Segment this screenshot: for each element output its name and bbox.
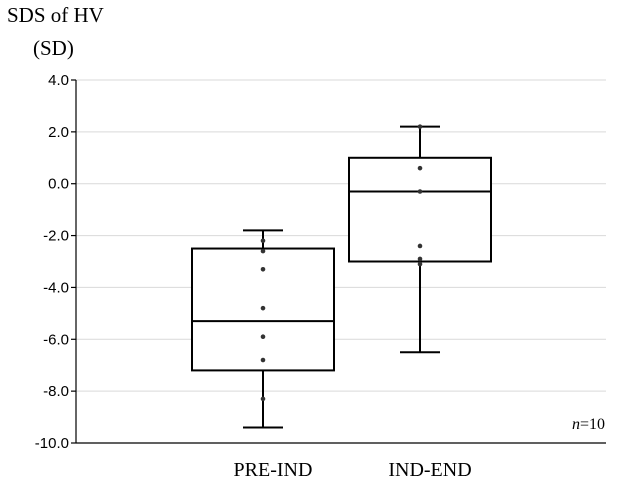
data-point (417, 124, 423, 129)
boxes (191, 124, 492, 429)
y-tick-label: 0.0 (48, 176, 69, 193)
y-axis-ticks: 4.0 2.0 0.0 -2.0 -4.0 -6.0 -8.0 -10.0 (35, 72, 76, 452)
y-tick-label: 4.0 (48, 72, 69, 89)
category-labels: PRE-IND IND-END (234, 459, 472, 481)
sample-size-note: n=10 (572, 416, 605, 433)
data-point (260, 248, 266, 254)
data-point (260, 396, 266, 402)
data-point (260, 334, 266, 339)
y-tick-label: 2.0 (48, 124, 69, 141)
data-point (417, 261, 423, 267)
y-tick-label: -2.0 (43, 228, 69, 245)
y-axis-label-line-2: (SD) (33, 36, 74, 60)
gridlines (76, 79, 606, 444)
data-point (417, 256, 423, 262)
y-axis-label-line-1: SDS of HV (7, 3, 104, 27)
y-tick-label: -4.0 (43, 279, 69, 296)
data-point (260, 357, 266, 363)
data-point (260, 266, 266, 272)
category-label: IND-END (388, 459, 471, 481)
data-point (417, 243, 423, 249)
y-tick-label: -8.0 (43, 383, 69, 400)
y-tick-label: -10.0 (35, 435, 69, 452)
data-point (417, 189, 423, 194)
data-point (260, 305, 266, 311)
data-point (417, 165, 423, 171)
data-point (260, 238, 266, 244)
sample-size-value: =10 (580, 416, 605, 433)
category-label: PRE-IND (234, 459, 313, 481)
sample-size-n: n (572, 416, 580, 433)
y-tick-label: -6.0 (43, 331, 69, 348)
box-pre-ind (191, 229, 335, 429)
box-ind-end (348, 124, 492, 354)
